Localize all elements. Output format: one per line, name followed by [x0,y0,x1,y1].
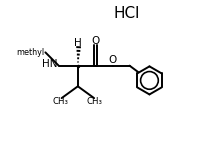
Text: O: O [109,55,117,65]
Text: CH₃: CH₃ [53,97,69,106]
Text: HCl: HCl [113,6,140,21]
Text: O: O [91,36,100,46]
Text: methyl: methyl [16,48,44,57]
Text: CH₃: CH₃ [87,97,103,106]
Text: HN: HN [42,59,58,69]
Text: H: H [74,38,82,48]
